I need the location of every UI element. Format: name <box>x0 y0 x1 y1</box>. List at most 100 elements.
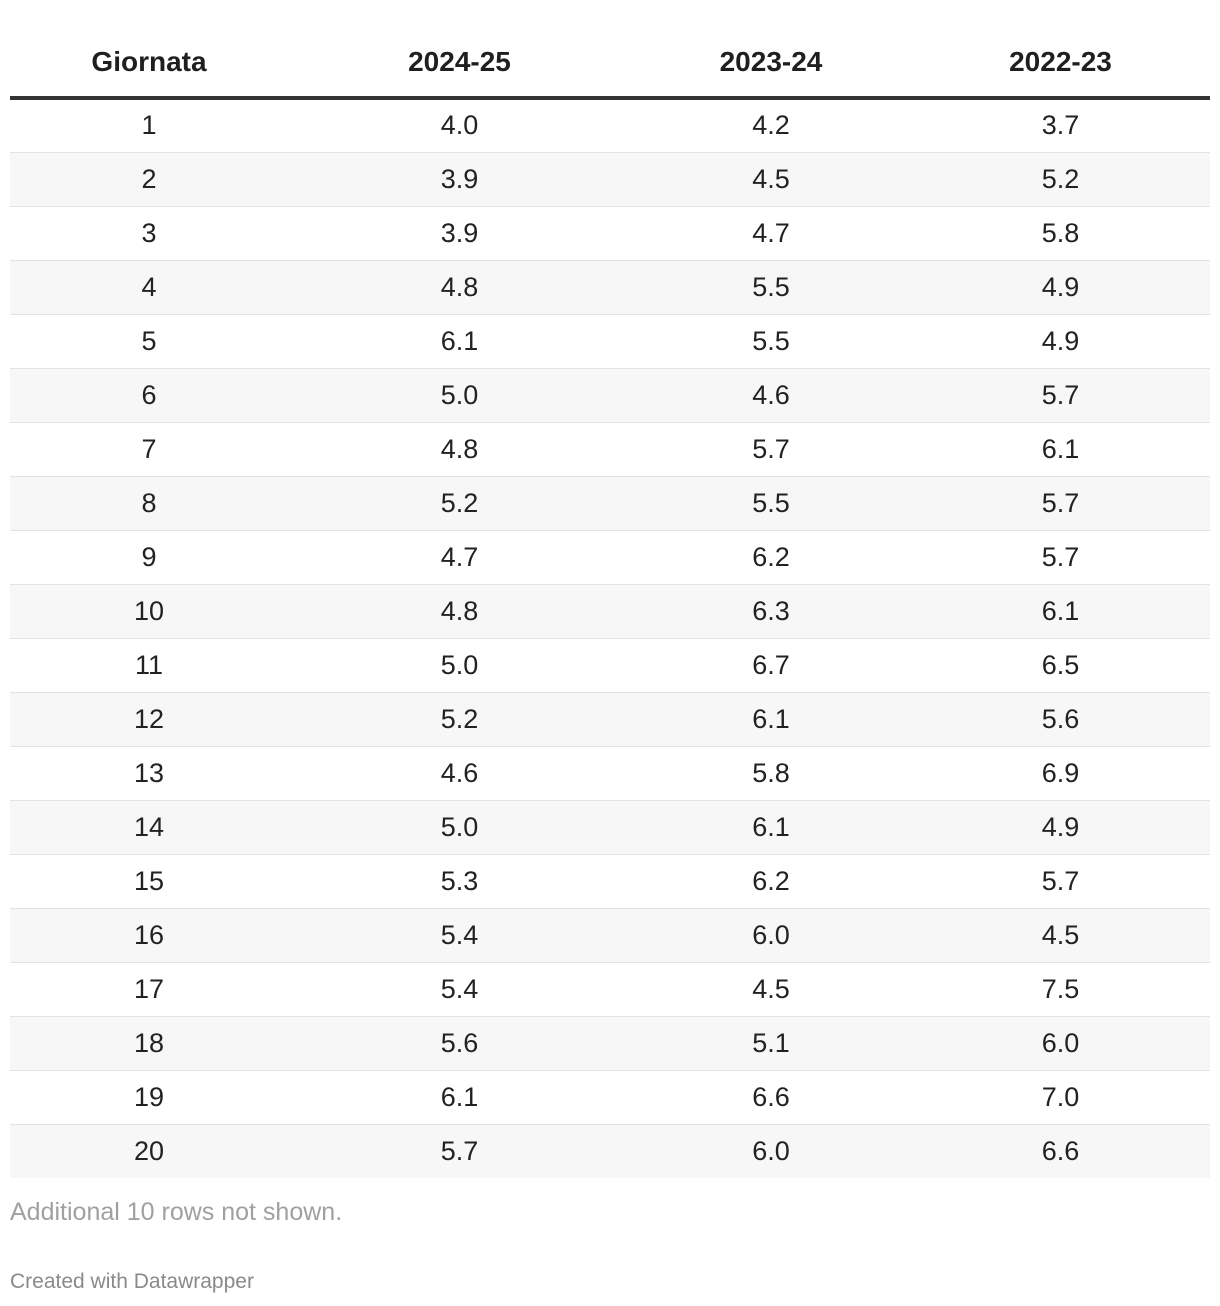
table-cell: 6.1 <box>288 1070 631 1125</box>
table-cell: 5.8 <box>631 746 911 801</box>
table-cell: 4.2 <box>631 98 911 153</box>
table-cell: 20 <box>10 1124 288 1178</box>
table-cell: 16 <box>10 908 288 963</box>
table-row: 8 5.2 5.5 5.7 <box>10 476 1210 531</box>
table-cell: 11 <box>10 638 288 693</box>
table-cell: 5.0 <box>288 800 631 855</box>
table-cell: 6.0 <box>631 1124 911 1178</box>
table-cell: 5.7 <box>911 368 1210 423</box>
table-cell: 5.4 <box>288 908 631 963</box>
column-header: 2024-25 <box>288 0 631 100</box>
table-row: 14 5.0 6.1 4.9 <box>10 800 1210 855</box>
table-row: 5 6.1 5.5 4.9 <box>10 314 1210 369</box>
table-row: 9 4.7 6.2 5.7 <box>10 530 1210 585</box>
table-cell: 5.3 <box>288 854 631 909</box>
table-cell: 5.2 <box>288 692 631 747</box>
table-cell: 5.7 <box>288 1124 631 1178</box>
table-cell: 1 <box>10 98 288 153</box>
table-cell: 4.8 <box>288 422 631 477</box>
table-row: 16 5.4 6.0 4.5 <box>10 908 1210 963</box>
table-cell: 8 <box>10 476 288 531</box>
table-row: 13 4.6 5.8 6.9 <box>10 746 1210 801</box>
table-container: Giornata 2024-25 2023-24 2022-23 1 4.0 4.2 3.7… <box>10 0 1210 1178</box>
table-cell: 4.7 <box>288 530 631 585</box>
table-cell: 5.4 <box>288 962 631 1017</box>
table-cell: 5.2 <box>911 152 1210 207</box>
table-row: 11 5.0 6.7 6.5 <box>10 638 1210 693</box>
table-cell: 17 <box>10 962 288 1017</box>
table-cell: 5.1 <box>631 1016 911 1071</box>
table-cell: 6.2 <box>631 854 911 909</box>
table-cell: 5.7 <box>911 530 1210 585</box>
table-cell: 6.1 <box>631 800 911 855</box>
table-cell: 5.8 <box>911 206 1210 261</box>
table-cell: 5.5 <box>631 476 911 531</box>
table-cell: 6.6 <box>911 1124 1210 1178</box>
table-cell: 2 <box>10 152 288 207</box>
table-cell: 3.9 <box>288 152 631 207</box>
table-cell: 5.6 <box>911 692 1210 747</box>
column-header: Giornata <box>10 0 288 100</box>
table-cell: 3.7 <box>911 98 1210 153</box>
table-cell: 15 <box>10 854 288 909</box>
credit-line: Created with Datawrapper <box>10 1270 254 1293</box>
table-cell: 7 <box>10 422 288 477</box>
table-cell: 6.5 <box>911 638 1210 693</box>
column-header: 2023-24 <box>631 0 911 100</box>
table-row: 1 4.0 4.2 3.7 <box>10 98 1210 153</box>
table-cell: 7.0 <box>911 1070 1210 1125</box>
table-cell: 5.7 <box>631 422 911 477</box>
table-cell: 6.1 <box>911 584 1210 639</box>
table-cell: 6.1 <box>288 314 631 369</box>
table-cell: 6.7 <box>631 638 911 693</box>
table-cell: 3 <box>10 206 288 261</box>
table-cell: 6.3 <box>631 584 911 639</box>
table-cell: 4.9 <box>911 800 1210 855</box>
table-row: 6 5.0 4.6 5.7 <box>10 368 1210 423</box>
table-cell: 5.7 <box>911 476 1210 531</box>
table-cell: 5.5 <box>631 260 911 315</box>
table-cell: 5.7 <box>911 854 1210 909</box>
table-cell: 5.0 <box>288 368 631 423</box>
table-cell: 12 <box>10 692 288 747</box>
table-row: 7 4.8 5.7 6.1 <box>10 422 1210 477</box>
table-cell: 6.0 <box>631 908 911 963</box>
table-cell: 6.6 <box>631 1070 911 1125</box>
table-row: 18 5.6 5.1 6.0 <box>10 1016 1210 1071</box>
table-cell: 5.6 <box>288 1016 631 1071</box>
table-cell: 6.1 <box>631 692 911 747</box>
data-table: Giornata 2024-25 2023-24 2022-23 1 4.0 4.2 3.7… <box>10 0 1210 1178</box>
table-cell: 9 <box>10 530 288 585</box>
table-cell: 6.9 <box>911 746 1210 801</box>
table-cell: 6 <box>10 368 288 423</box>
table-cell: 6.0 <box>911 1016 1210 1071</box>
table-cell: 3.9 <box>288 206 631 261</box>
table-cell: 5.2 <box>288 476 631 531</box>
table-cell: 4.8 <box>288 584 631 639</box>
table-body: 1 4.0 4.2 3.7 2 3.9 4.5 5.2 3 3.9 4.7 5.8 4 4.8 5.5 4.9… <box>10 98 1210 1178</box>
table-cell: 14 <box>10 800 288 855</box>
table-cell: 18 <box>10 1016 288 1071</box>
table-cell: 4.0 <box>288 98 631 153</box>
table-cell: 4 <box>10 260 288 315</box>
table-cell: 4.7 <box>631 206 911 261</box>
table-cell: 5 <box>10 314 288 369</box>
table-cell: 7.5 <box>911 962 1210 1017</box>
table-row: 17 5.4 4.5 7.5 <box>10 962 1210 1017</box>
table-row: 12 5.2 6.1 5.6 <box>10 692 1210 747</box>
table-cell: 4.9 <box>911 314 1210 369</box>
table-cell: 4.5 <box>631 962 911 1017</box>
table-row: 4 4.8 5.5 4.9 <box>10 260 1210 315</box>
table-cell: 6.1 <box>911 422 1210 477</box>
table-row: 15 5.3 6.2 5.7 <box>10 854 1210 909</box>
table-cell: 19 <box>10 1070 288 1125</box>
table-cell: 4.6 <box>631 368 911 423</box>
column-header: 2022-23 <box>911 0 1210 100</box>
table-cell: 6.2 <box>631 530 911 585</box>
table-cell: 4.5 <box>911 908 1210 963</box>
footnote: Additional 10 rows not shown. <box>10 1198 343 1226</box>
table-cell: 5.5 <box>631 314 911 369</box>
table-cell: 4.5 <box>631 152 911 207</box>
table-row: 19 6.1 6.6 7.0 <box>10 1070 1210 1125</box>
table-row: 10 4.8 6.3 6.1 <box>10 584 1210 639</box>
